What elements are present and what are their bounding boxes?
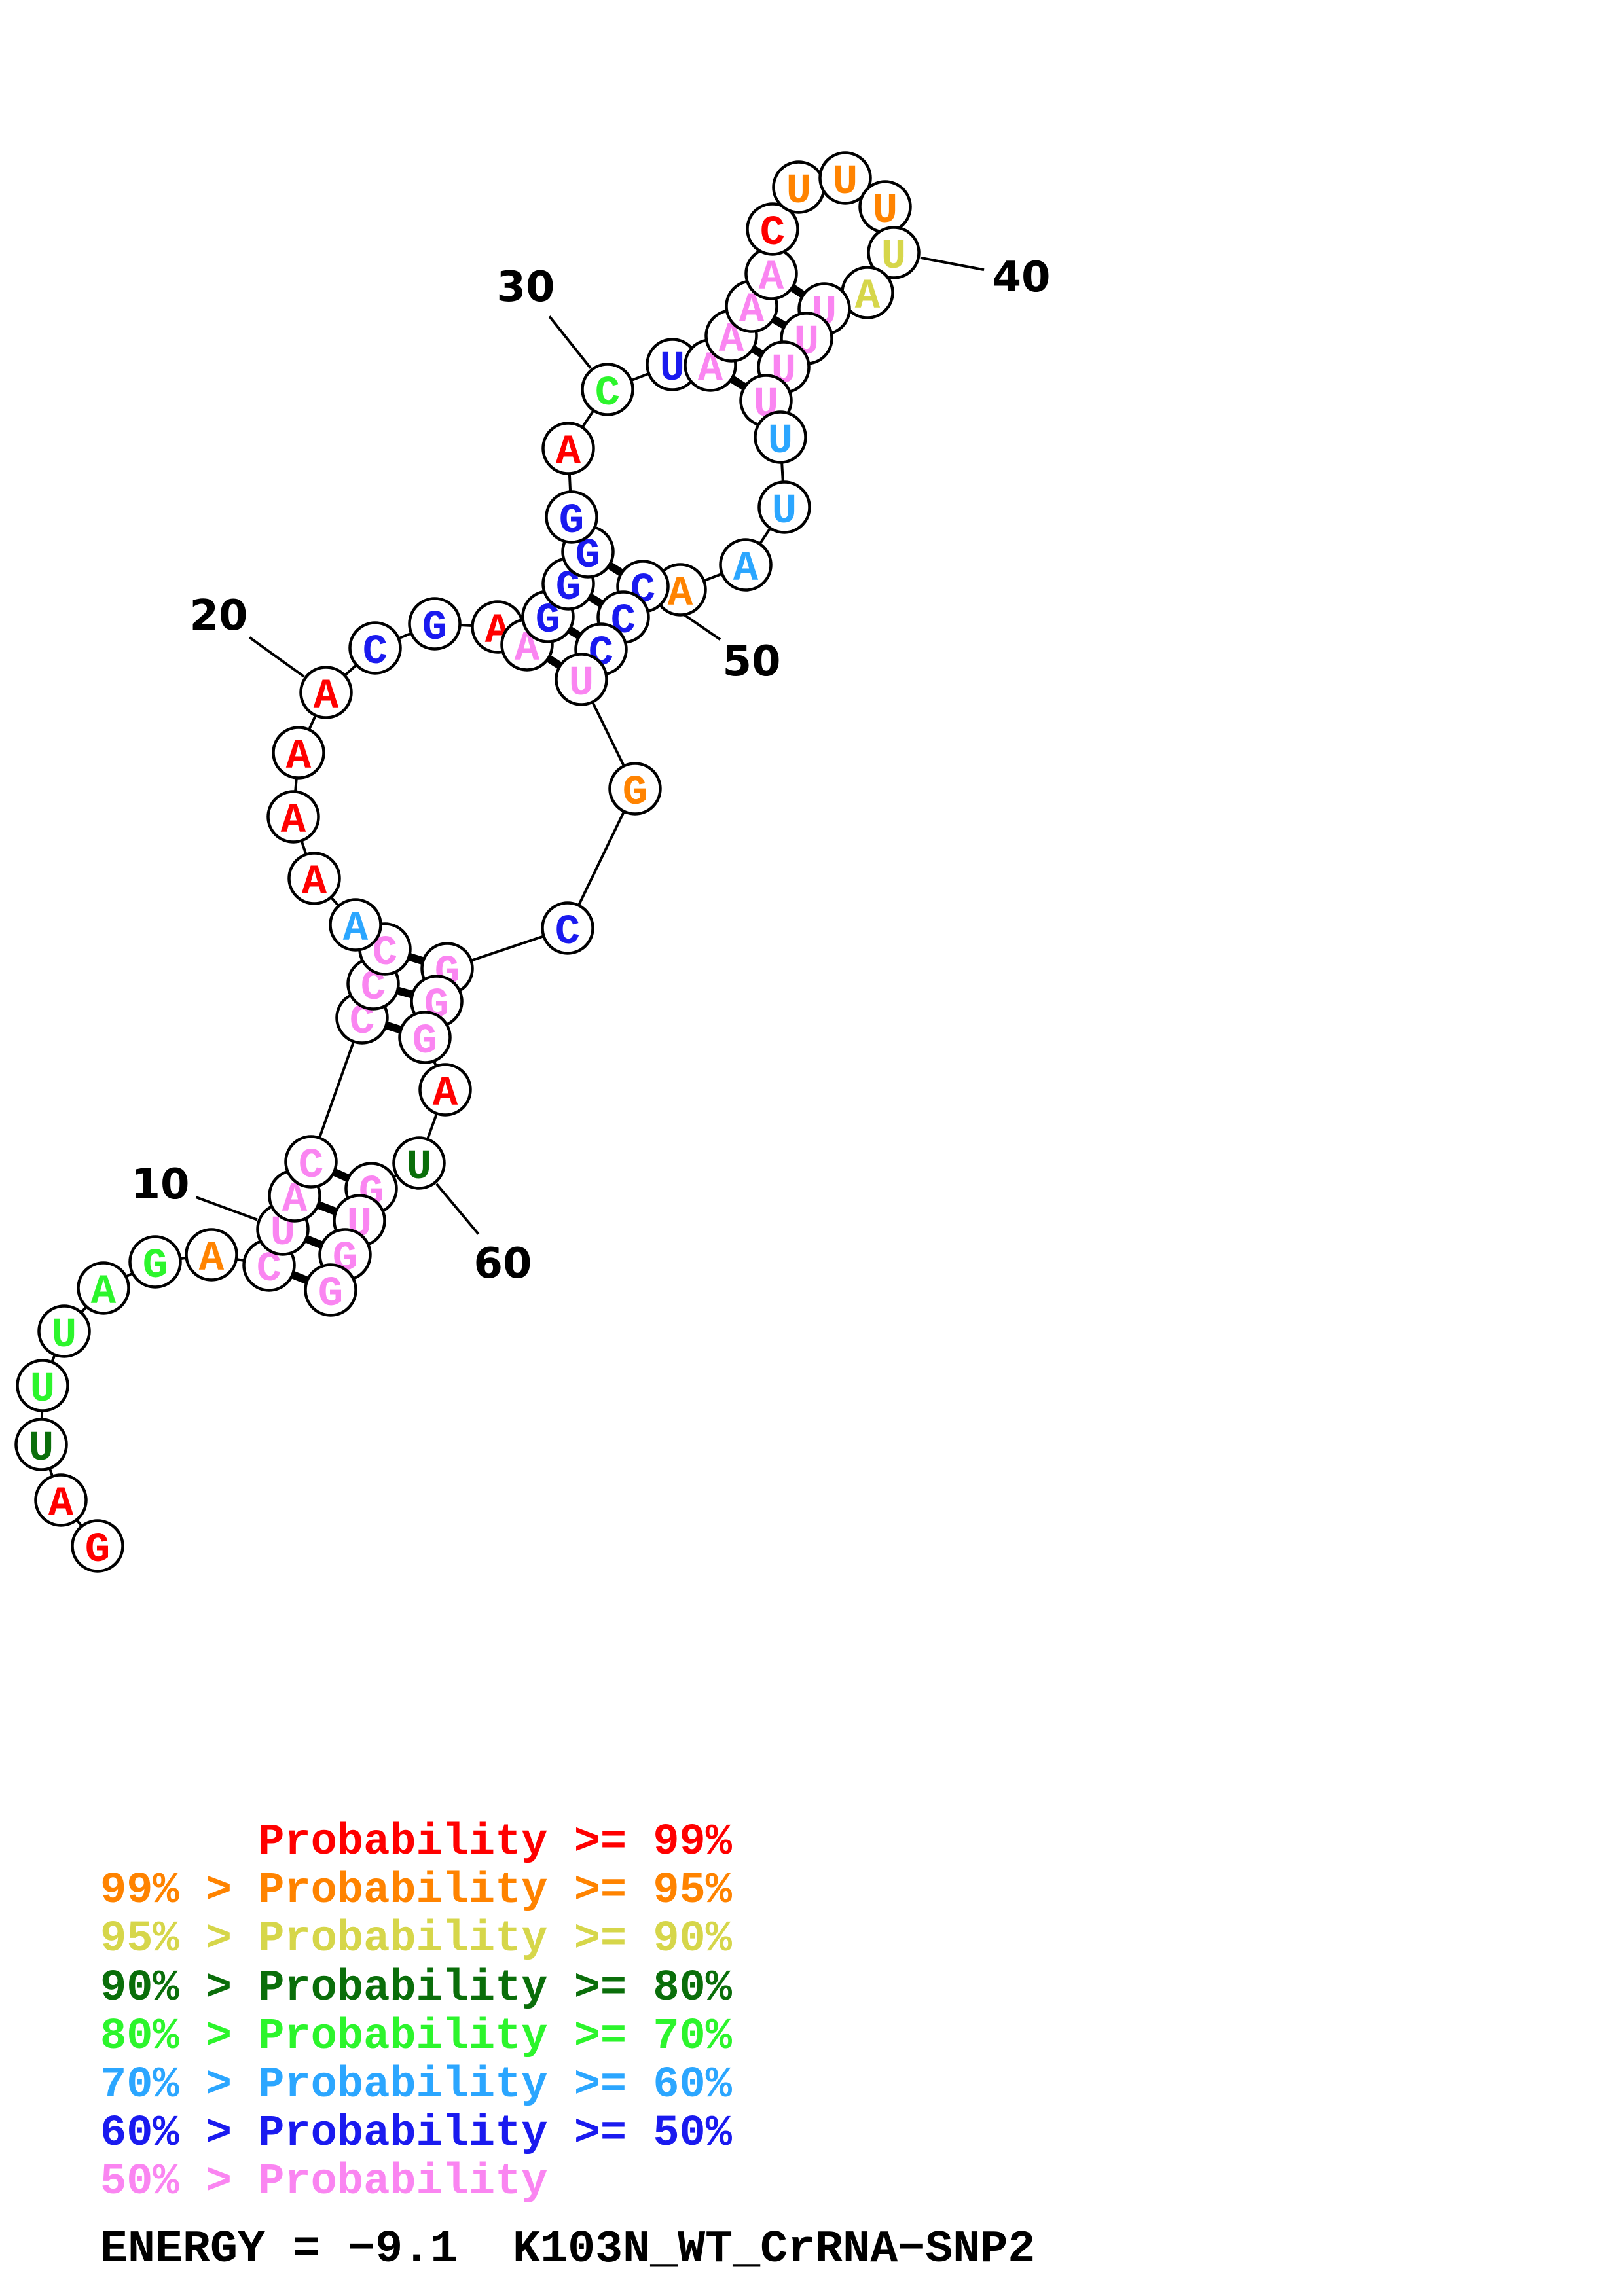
legend-row-pink: 50% > Probability: [100, 2157, 548, 2208]
base-pair-bonds: [267, 270, 827, 1294]
nucleotide-base-A59: A: [433, 1071, 458, 1118]
position-label-10: 10: [131, 1160, 189, 1209]
nucleotide-base-U60: U: [407, 1144, 431, 1191]
nucleotide-base-G1: G: [85, 1527, 110, 1574]
nucleotide-circle-A29: [541, 422, 595, 475]
energy-label: ENERGY = −9.1 K103N_WT_CrRNA−SNP2: [100, 2224, 1036, 2276]
leader-line-30: [548, 315, 592, 369]
nucleotide-base-U46: U: [768, 418, 793, 465]
nucleotide-base-U37: U: [786, 168, 811, 215]
nucleotide-base-C12: C: [299, 1143, 323, 1190]
nucleotide-base-A8: A: [199, 1236, 225, 1283]
nucleotide-base-A6: A: [91, 1269, 117, 1316]
nucleotide-base-G28: G: [559, 498, 584, 545]
leader-line-20: [248, 636, 305, 678]
nucleotide-base-G7: G: [143, 1243, 168, 1290]
legend-row-dark_green: 90% > Probability >= 80%: [100, 1963, 732, 2013]
nucleotide-base-G58: G: [412, 1018, 437, 1066]
nucleotide-base-A20: A: [314, 673, 339, 721]
nucleotide-base-A19: A: [286, 734, 312, 781]
nucleotide-base-U3: U: [29, 1426, 54, 1473]
nucleotide-base-G64: G: [318, 1271, 343, 1318]
nucleotide-circle-U5: [37, 1304, 91, 1358]
nucleotide-base-U53: U: [569, 660, 594, 708]
nucleotide-base-G54: G: [623, 770, 647, 817]
nucleotide-base-A16: A: [343, 906, 369, 953]
position-labels: 10 20 30 40 50 60: [131, 253, 1050, 1288]
nucleotide-circle-G58: [398, 1011, 452, 1064]
nucleotide-circle-G1: [71, 1519, 124, 1573]
leader-line-10: [195, 1196, 258, 1221]
nucleotide-circle-G54: [608, 762, 662, 816]
nucleotide-circle-C30: [581, 363, 634, 416]
nucleotide-base-C21: C: [363, 629, 388, 676]
legend-row-red: Probability >= 99%: [100, 1818, 732, 1867]
nucleotide-circle-G22: [408, 597, 462, 651]
position-label-30: 30: [496, 263, 555, 312]
nucleotide-circle-G64: [304, 1263, 357, 1317]
nucleotide-circle-A20: [299, 666, 353, 719]
nucleotide-circle-U60: [392, 1136, 446, 1190]
nucleotide-circle-U40: [867, 226, 921, 279]
legend-row-blue: 60% > Probability >= 50%: [100, 2109, 732, 2159]
nucleotide-base-A35: A: [759, 255, 784, 302]
nucleotide-circle-A17: [287, 852, 341, 905]
nucleotide-base-U5: U: [52, 1312, 77, 1359]
nucleotide-circle-A18: [266, 790, 320, 844]
nucleotide-circle-A2: [34, 1473, 88, 1527]
nucleotide-base-A2: A: [48, 1481, 74, 1528]
nucleotide-circle-U46: [754, 410, 807, 464]
leader-line-60: [435, 1183, 480, 1235]
legend-row-sky_blue: 70% > Probability >= 60%: [100, 2060, 732, 2110]
nucleotide-circle-A8: [185, 1228, 238, 1282]
nucleotide-base-C36: C: [760, 210, 785, 257]
nucleotide-base-U4: U: [30, 1367, 55, 1414]
nucleotide-circle-A16: [329, 898, 382, 952]
nucleotide-base-A49: A: [668, 571, 693, 618]
position-label-60: 60: [473, 1240, 532, 1288]
nucleotide-base-U38: U: [833, 159, 858, 206]
nucleotide-circle-U38: [818, 151, 872, 205]
nucleotide-base-U47: U: [772, 488, 797, 535]
nucleotide-circle-A48: [719, 538, 773, 592]
position-label-20: 20: [189, 592, 247, 640]
nucleotide-base-G22: G: [422, 605, 447, 652]
nucleotide-base-A18: A: [281, 798, 306, 845]
legend-row-olive: 95% > Probability >= 90%: [100, 1914, 732, 1965]
nucleotide-circle-U53: [555, 653, 608, 706]
position-label-40: 40: [992, 253, 1050, 302]
legend-row-green: 80% > Probability >= 70%: [100, 2011, 732, 2062]
nucleotide-circle-A59: [418, 1063, 472, 1117]
nucleotide-circle-G28: [545, 490, 598, 544]
nucleotide-circle-A19: [272, 726, 325, 780]
nucleotide-circle-A6: [77, 1261, 130, 1315]
nucleotide-circle-C12: [284, 1135, 338, 1189]
nucleotide-base-C55: C: [555, 909, 580, 956]
nucleotide-base-A29: A: [556, 429, 581, 476]
nucleotide-circle-C36: [746, 202, 799, 256]
nucleotide-circle-U47: [757, 480, 811, 534]
nucleotide-circle-C55: [541, 901, 594, 955]
nucleotide-circle-U3: [14, 1418, 68, 1471]
nucleotide-circle-G7: [128, 1235, 182, 1289]
nucleotide-base-A48: A: [733, 546, 759, 593]
leader-line-40: [920, 256, 985, 272]
nucleotide-base-A17: A: [302, 859, 327, 906]
nucleotide-base-U31: U: [660, 346, 685, 393]
legend-row-orange: 99% > Probability >= 95%: [100, 1866, 732, 1916]
position-label-50: 50: [722, 637, 780, 686]
nucleotide-circle-C21: [348, 621, 402, 675]
nucleotide-circle-U4: [16, 1359, 69, 1412]
nucleotide-base-C30: C: [595, 370, 620, 418]
nucleotide-base-A41: A: [855, 274, 881, 321]
